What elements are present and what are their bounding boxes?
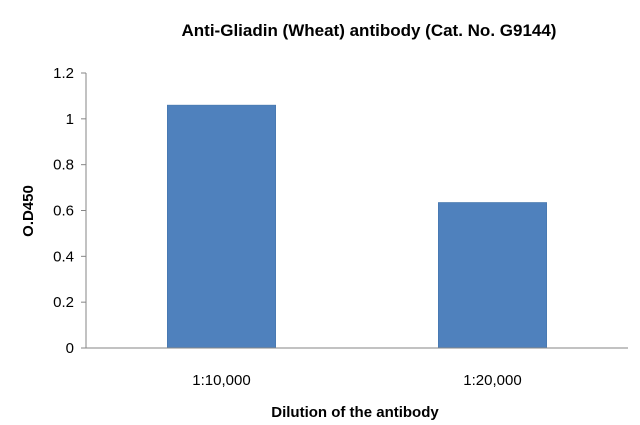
- x-tick-label: 1:20,000: [463, 372, 521, 389]
- bar-2: [438, 202, 547, 349]
- x-tick-label: 1:10,000: [192, 372, 250, 389]
- x-axis-ticks: 1:10,000 1:20,000: [192, 372, 521, 389]
- bar-1: [167, 104, 276, 349]
- bars: [167, 104, 547, 349]
- y-tick-label: 0.4: [53, 248, 74, 265]
- y-tick-label: 0: [66, 340, 74, 357]
- y-axis-ticks: 0 0.2 0.4 0.6 0.8 1 1.2: [53, 65, 86, 357]
- y-tick-label: 0.2: [53, 294, 74, 311]
- y-tick-label: 0.8: [53, 157, 74, 174]
- y-tick-label: 1: [66, 111, 74, 128]
- y-tick-label: 1.2: [53, 65, 74, 82]
- x-axis-title: Dilution of the antibody: [271, 404, 439, 421]
- y-axis-title: O.D450: [20, 185, 37, 237]
- y-tick-label: 0.6: [53, 203, 74, 220]
- chart-title: Anti-Gliadin (Wheat) antibody (Cat. No. …: [182, 21, 557, 40]
